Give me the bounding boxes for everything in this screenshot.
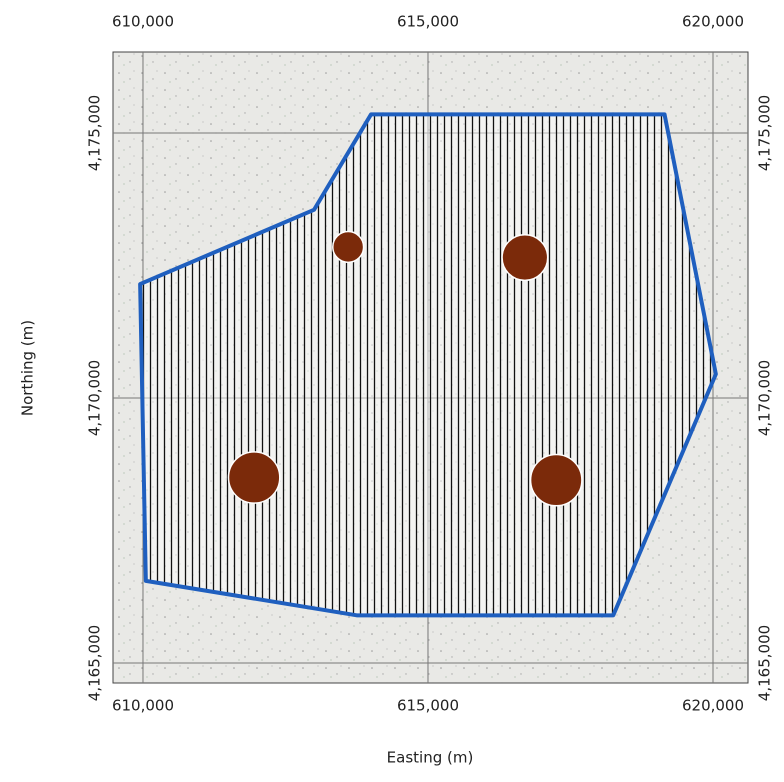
x-tick-label: 620,000 [682,697,744,715]
x-tick-label: 610,000 [112,13,174,31]
x-tick-label: 615,000 [397,697,459,715]
exclusion-zone [502,235,548,281]
x-tick-label: 620,000 [682,13,744,31]
x-axis-title: Easting (m) [387,749,474,767]
y-tick-label: 4,175,000 [86,95,104,171]
y-tick-label: 4,165,000 [86,625,104,701]
exclusion-zone [531,455,582,506]
exclusion-zone [228,452,279,503]
y-tick-label: 4,170,000 [756,360,774,436]
y-tick-label: 4,175,000 [756,95,774,171]
x-tick-label: 615,000 [397,13,459,31]
exclusion-zone [333,232,364,263]
y-tick-label: 4,165,000 [756,625,774,701]
y-tick-label: 4,170,000 [86,360,104,436]
map-figure: Easting (m) Northing (m) 610,000 610,000 6… [0,0,784,778]
y-axis-title: Northing (m) [19,320,37,416]
x-tick-label: 610,000 [112,697,174,715]
